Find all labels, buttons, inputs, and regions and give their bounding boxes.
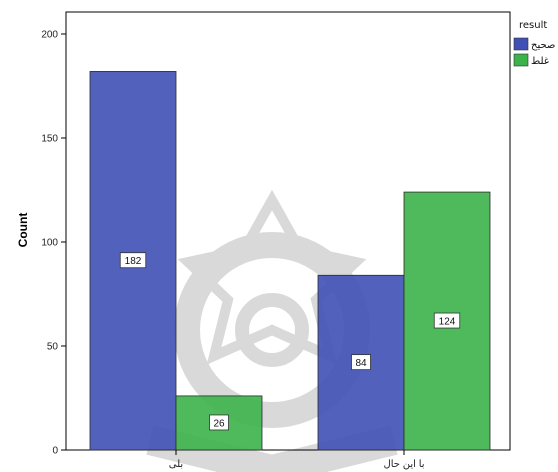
data-label: 84 xyxy=(355,358,367,369)
data-label: 124 xyxy=(439,317,456,328)
data-label-box xyxy=(209,414,229,431)
data-label-box xyxy=(433,312,461,329)
y-axis: 0 50 100 150 200 xyxy=(41,30,66,457)
legend-title: result xyxy=(519,20,547,31)
y-tick-label: 100 xyxy=(41,238,58,249)
x-tick-label: بلی xyxy=(169,459,183,470)
data-label-box xyxy=(351,354,371,371)
legend-swatch xyxy=(513,37,529,51)
data-label-box xyxy=(119,252,147,269)
legend: result صحیح غلط xyxy=(513,20,555,67)
data-label-group: 84 xyxy=(351,354,371,371)
y-tick-label: 50 xyxy=(47,342,59,353)
y-tick-label: 200 xyxy=(41,30,58,41)
plot-area xyxy=(65,11,511,451)
legend-swatch xyxy=(513,53,529,67)
y-tick-label: 0 xyxy=(52,446,58,457)
data-label: 26 xyxy=(213,418,225,429)
y-tick-label: 150 xyxy=(41,134,58,145)
y-axis-title: Count xyxy=(16,213,30,248)
bars-group: 182 84 26 124 xyxy=(89,71,491,451)
data-label-group: 124 xyxy=(433,312,461,329)
data-label-group: 26 xyxy=(209,414,229,431)
x-axis: بلی با این حال xyxy=(169,450,425,470)
legend-label: صحیح xyxy=(531,40,555,51)
data-label-group: 182 xyxy=(119,252,147,269)
data-label: 182 xyxy=(125,256,142,267)
x-tick-label: با این حال xyxy=(383,459,424,470)
legend-label: غلط xyxy=(531,56,549,67)
